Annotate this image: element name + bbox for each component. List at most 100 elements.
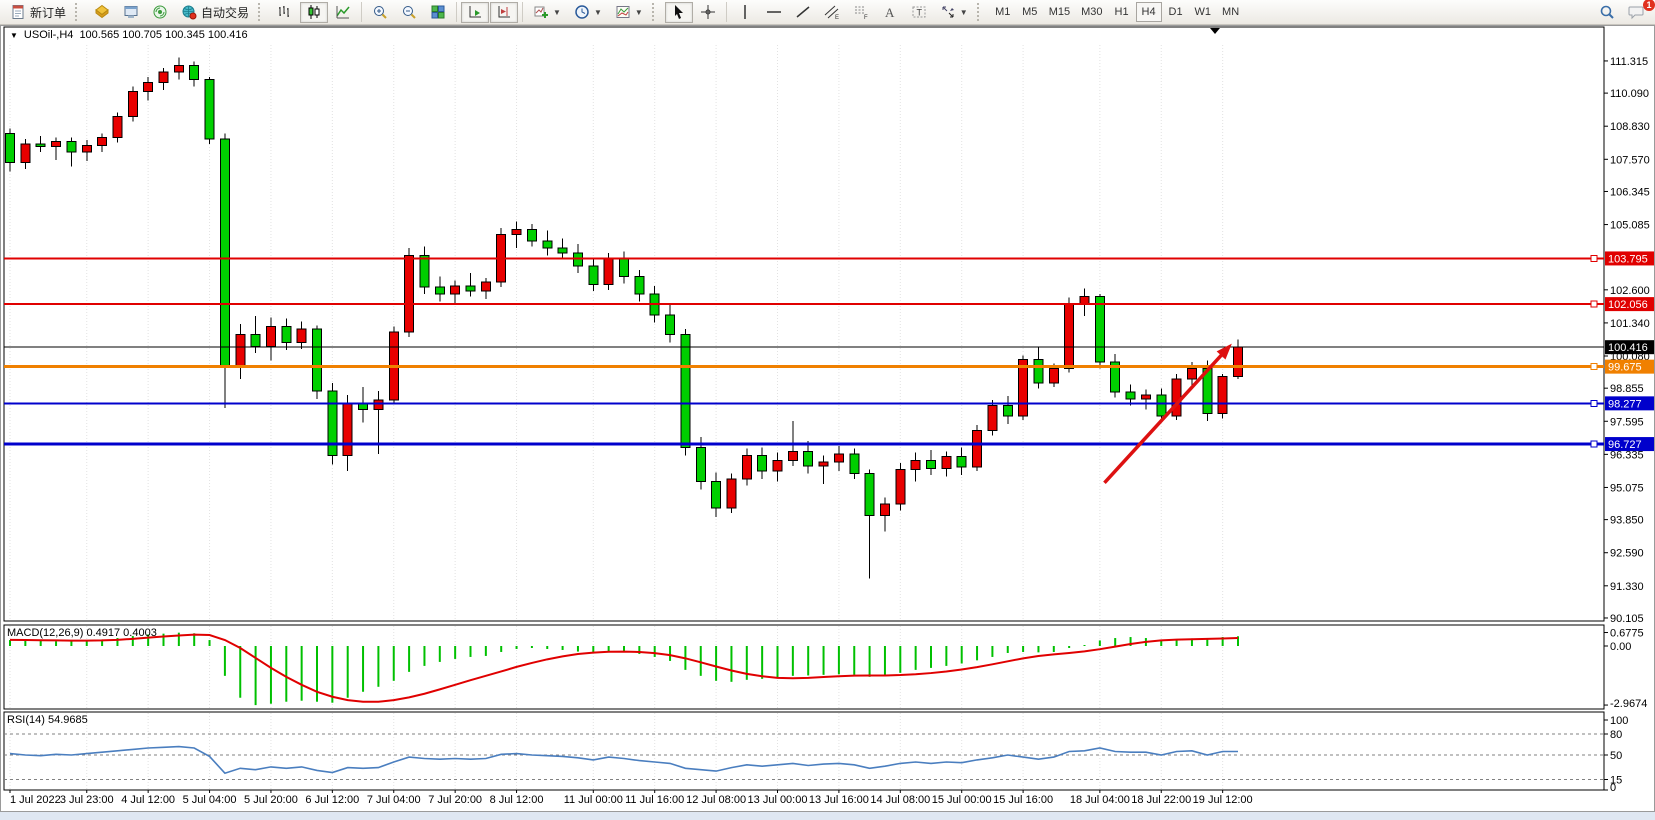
price-axis[interactable]: 111.315 110.090 108.830 107.570 106.345 105.0…: [1604, 56, 1654, 794]
ohlc-values: 100.565 100.705 100.345 100.416: [79, 29, 248, 41]
rsi-axis-label: 80: [1610, 729, 1622, 741]
market-watch-button[interactable]: [88, 2, 116, 23]
rsi-axis-label: 100: [1610, 715, 1628, 727]
line-handle: [1590, 399, 1598, 407]
chart-candles-button[interactable]: [300, 1, 329, 23]
text-button[interactable]: A: [876, 2, 904, 23]
candle: [1033, 358, 1044, 384]
periods-button[interactable]: ▼: [568, 2, 608, 23]
price-tick-label: 97.595: [1610, 416, 1644, 428]
trend-arrow[interactable]: [1103, 343, 1232, 485]
trendline-icon: [796, 6, 810, 18]
templates-dropdown-icon[interactable]: ▼: [634, 7, 643, 17]
zoom-out-button[interactable]: [395, 2, 423, 23]
candle: [1140, 394, 1151, 400]
auto-trading-label: 自动交易: [201, 5, 250, 20]
time-axis-label: 5 Jul 04:00: [183, 794, 237, 806]
candle: [818, 461, 829, 467]
cursor-icon: [674, 5, 683, 19]
candle: [1233, 346, 1243, 377]
chart-candles-icon: [308, 5, 320, 19]
search-icon: [1600, 5, 1614, 19]
candle: [987, 404, 998, 431]
price-level-chip-label: 100.416: [1608, 342, 1648, 354]
fibonacci-icon: F: [854, 6, 868, 20]
grid: [9, 45, 1224, 789]
templates-button[interactable]: ▼: [609, 2, 649, 23]
candle: [281, 326, 292, 343]
time-axis-label: 18 Jul 04:00: [1070, 794, 1130, 806]
candle: [1217, 375, 1228, 414]
timeframe-button-h1[interactable]: H1: [1109, 2, 1135, 22]
candle: [1064, 303, 1075, 370]
candle: [296, 328, 307, 343]
candle: [972, 429, 983, 468]
search-button[interactable]: [1593, 2, 1621, 23]
scroll-to-end-marker[interactable]: [1210, 28, 1220, 34]
rsi-axis-label: 50: [1610, 750, 1622, 762]
arrows-dropdown-icon[interactable]: ▼: [959, 7, 968, 17]
auto-scroll-button[interactable]: [461, 1, 490, 23]
timeframe-button-m30[interactable]: M30: [1076, 2, 1107, 22]
timeframe-button-m1[interactable]: M1: [990, 2, 1016, 22]
timeframe-button-w1[interactable]: W1: [1190, 2, 1217, 22]
collapse-triangle-icon[interactable]: ▼: [10, 30, 18, 40]
market-watch-icon: [95, 4, 109, 19]
time-axis-label: 11 Jul 16:00: [625, 794, 684, 806]
candle: [204, 79, 215, 140]
cursor-button[interactable]: [664, 1, 693, 23]
candle: [250, 333, 261, 347]
auto-trading-button[interactable]: 自动交易: [175, 2, 255, 23]
candle: [695, 446, 706, 483]
level-lines[interactable]: [4, 254, 1604, 448]
text-label-icon: T: [912, 6, 926, 18]
timeframe-button-m15[interactable]: M15: [1044, 2, 1075, 22]
candle: [542, 240, 553, 249]
macd-signal-line: [9, 633, 1239, 703]
trendline-button[interactable]: [789, 2, 817, 23]
time-axis[interactable]: 1 Jul 2022 3 Jul 23:00 4 Jul 12:00 5 Jul 04…: [9, 790, 1253, 806]
price-level-chip: [1605, 297, 1654, 312]
channel-button[interactable]: E: [818, 2, 846, 23]
toolbar-separator: [456, 2, 458, 22]
arrows-button[interactable]: ▼: [934, 2, 974, 23]
timeframe-button-d1[interactable]: D1: [1163, 2, 1189, 22]
zoom-in-button[interactable]: [366, 2, 394, 23]
timeframe-button-m5[interactable]: M5: [1017, 2, 1043, 22]
line-handle: [1590, 300, 1598, 308]
data-window-button[interactable]: [117, 2, 145, 23]
navigator-button[interactable]: [146, 2, 174, 23]
timeframe-button-mn[interactable]: MN: [1217, 2, 1244, 22]
chart-line-button[interactable]: [329, 2, 357, 23]
price-level-chip: [1605, 437, 1654, 452]
chart-bars-button[interactable]: [271, 2, 299, 23]
notifications-button[interactable]: 1: [1622, 0, 1655, 23]
zoom-out-icon: [403, 6, 416, 19]
timeframe-button-h4[interactable]: H4: [1135, 2, 1162, 22]
chart-shift-icon: [498, 6, 511, 18]
vertical-line-button[interactable]: [731, 2, 759, 23]
notification-badge: 1: [1643, 0, 1655, 11]
price-level-chip-label: 96.727: [1608, 439, 1642, 451]
horizontal-line-button[interactable]: [760, 2, 788, 23]
candle: [757, 454, 768, 472]
crosshair-button[interactable]: [694, 2, 722, 23]
new-order-button[interactable]: 新订单: [4, 2, 72, 23]
candle: [741, 454, 752, 480]
candle: [342, 402, 353, 456]
price-tick-label: 102.600: [1610, 285, 1650, 297]
svg-text:A: A: [885, 5, 895, 20]
time-axis-label: 12 Jul 08:00: [686, 794, 746, 806]
fibonacci-button[interactable]: F: [847, 2, 875, 23]
indicators-dropdown-icon[interactable]: ▼: [553, 7, 561, 17]
rsi-indicator-label: RSI(14) 54.9685: [7, 714, 88, 726]
candle: [603, 257, 614, 286]
rsi-panel: [4, 733, 1604, 780]
text-label-button[interactable]: T: [905, 2, 933, 23]
tile-windows-button[interactable]: [424, 2, 452, 23]
chart-shift-button[interactable]: [490, 1, 519, 23]
periods-dropdown-icon[interactable]: ▼: [593, 7, 602, 17]
indicators-button[interactable]: ▼: [527, 2, 567, 23]
candle: [235, 333, 246, 367]
